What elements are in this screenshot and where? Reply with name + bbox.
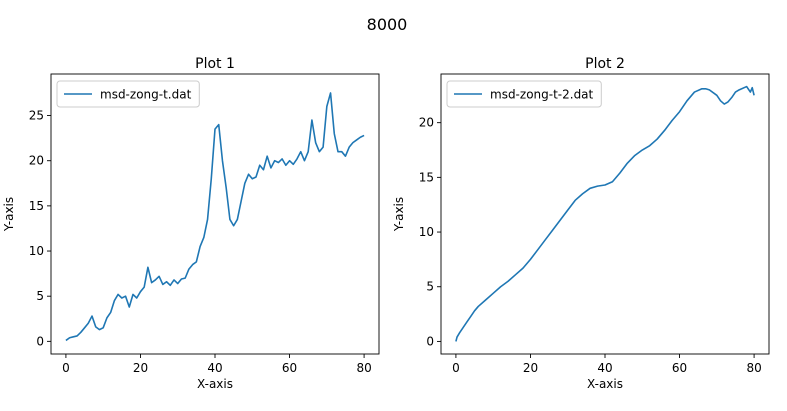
plot-1-series-line: [65, 92, 365, 342]
plot-1-frame: [50, 73, 380, 355]
plot-2-x-axis-label: X-axis: [587, 377, 623, 391]
plot-1-legend-label: msd-zong-t.dat: [100, 88, 192, 102]
plot-1-x-tick-label: 40: [207, 361, 222, 375]
plot-2-x-tick-label: 0: [452, 361, 460, 375]
figure-suptitle: 8000: [367, 15, 408, 34]
plot-2-legend-box: [446, 80, 602, 108]
plot-2-x-tick-label: 60: [672, 361, 687, 375]
plot-2-title: Plot 2: [585, 56, 625, 72]
plot-1-axes: Plot 1 0 20 40 60 80 0 5 10 15 20 25 X-axis Y-axis msd…: [2, 56, 380, 391]
plot-2-legend: msd-zong-t-2.dat: [446, 80, 602, 108]
plot-1-title: Plot 1: [195, 56, 235, 72]
plot-2-series-line: [455, 85, 755, 342]
plot-1-legend: msd-zong-t.dat: [56, 80, 200, 108]
plot-1-x-axis-label: X-axis: [197, 377, 233, 391]
plot-2-y-tick-label: 20: [419, 116, 434, 130]
plot-2-y-tick-label: 10: [419, 225, 434, 239]
plot-2-legend-label: msd-zong-t-2.dat: [490, 88, 594, 102]
plot-1-legend-box: [56, 80, 200, 108]
plot-1-y-tick-label: 20: [29, 154, 44, 168]
plot-1-x-tick-label: 60: [282, 361, 297, 375]
plot-1-y-tick-label: 5: [36, 289, 44, 303]
plot-1-x-tick-label: 20: [133, 361, 148, 375]
plot-2-y-axis-label: Y-axis: [392, 197, 406, 232]
plot-2-frame: [440, 73, 770, 355]
plot-1-x-tick-label: 0: [62, 361, 70, 375]
plot-2-x-tick-label: 40: [597, 361, 612, 375]
plot-2-x-tick-label: 80: [746, 361, 761, 375]
plot-2-y-tick-label: 15: [419, 170, 434, 184]
plot-2-x-tick-label: 20: [523, 361, 538, 375]
plot-2-y-tick-label: 0: [426, 334, 434, 348]
plot-1-y-tick-label: 15: [29, 199, 44, 213]
plot-1-y-tick-label: 25: [29, 109, 44, 123]
plot-2-axes: Plot 2 0 20 40 60 80 0 5 10 15 20 X-axis Y-axis msd-z…: [392, 56, 770, 391]
plot-2-y-tick-label: 5: [426, 280, 434, 294]
plot-1-y-tick-label: 0: [36, 334, 44, 348]
plot-1-x-tick-label: 80: [356, 361, 371, 375]
plot-1-y-tick-label: 10: [29, 244, 44, 258]
plot-1-y-axis-label: Y-axis: [2, 197, 16, 232]
